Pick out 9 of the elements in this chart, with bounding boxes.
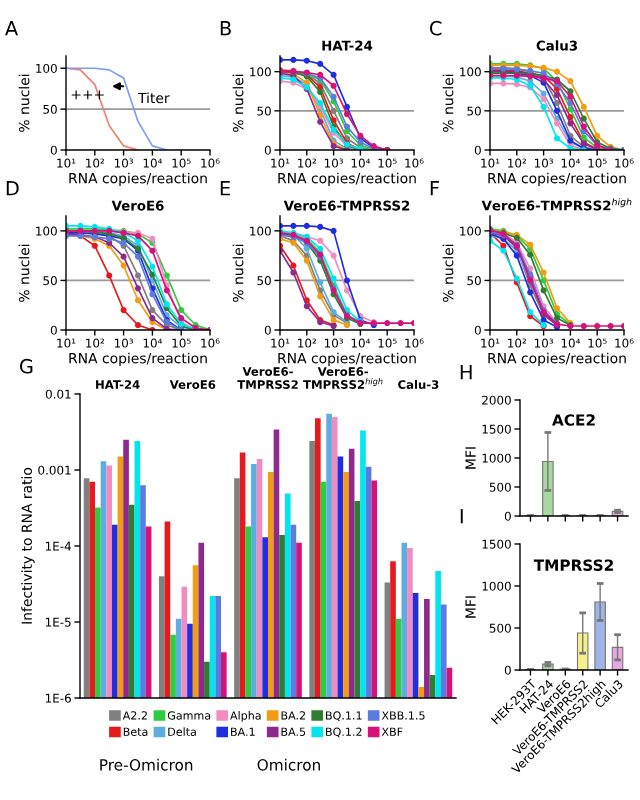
text: A bbox=[5, 21, 19, 36]
text: I bbox=[460, 509, 463, 524]
text: E bbox=[220, 181, 230, 196]
text: B bbox=[220, 21, 231, 36]
text: G bbox=[19, 358, 33, 374]
text: C bbox=[429, 20, 442, 36]
text: H bbox=[460, 365, 472, 380]
text: F bbox=[430, 181, 439, 196]
text: D bbox=[6, 181, 19, 196]
